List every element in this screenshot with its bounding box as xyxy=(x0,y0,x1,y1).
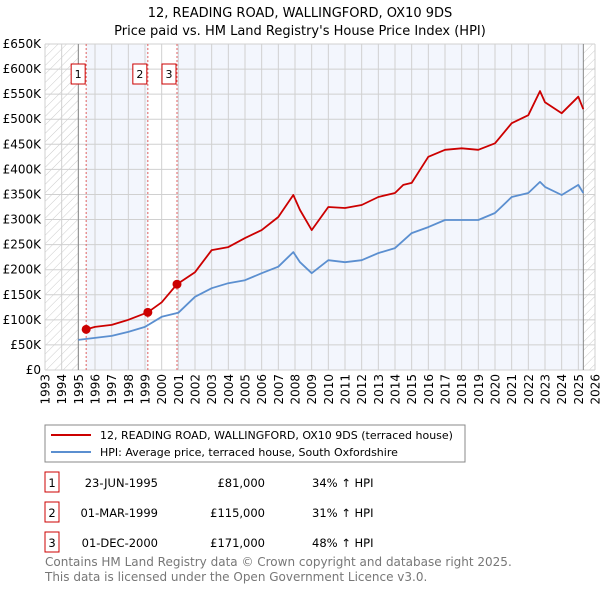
y-tick-label: £600K xyxy=(3,62,43,76)
footer-licence: This data is licensed under the Open Gov… xyxy=(44,570,427,584)
no-data-hatch xyxy=(583,44,595,370)
y-tick-label: £550K xyxy=(3,87,43,101)
x-tick-label: 2011 xyxy=(339,374,353,405)
x-tick-label: 1999 xyxy=(139,374,153,405)
y-tick-label: £650K xyxy=(3,37,43,51)
x-tick-label: 2019 xyxy=(472,374,486,405)
x-tick-label: 1993 xyxy=(39,374,53,405)
sale-row-price: £171,000 xyxy=(210,536,265,550)
x-tick-label: 1998 xyxy=(122,374,136,405)
sale-point xyxy=(143,307,153,317)
sale-row-number: 3 xyxy=(48,536,55,550)
x-tick-label: 2020 xyxy=(489,374,503,405)
sale-marker-number: 1 xyxy=(75,68,82,81)
y-tick-label: £350K xyxy=(3,187,43,201)
sale-row-number: 1 xyxy=(48,476,55,490)
sale-point xyxy=(81,324,91,334)
legend-property-label: 12, READING ROAD, WALLINGFORD, OX10 9DS … xyxy=(100,429,453,442)
sale-row-price: £81,000 xyxy=(217,476,265,490)
sale-row-number: 2 xyxy=(48,506,55,520)
x-tick-label: 2005 xyxy=(239,374,253,405)
legend-hpi-label: HPI: Average price, terraced house, Sout… xyxy=(100,446,398,459)
x-tick-label: 2010 xyxy=(322,374,336,405)
y-tick-label: £250K xyxy=(3,238,43,252)
sale-row-number-box xyxy=(44,501,60,523)
x-tick-label: 2018 xyxy=(455,374,469,405)
y-tick-label: £400K xyxy=(3,162,43,176)
sale-marker-box xyxy=(132,63,148,85)
y-tick-label: £50K xyxy=(10,338,42,352)
x-tick-label: 2023 xyxy=(539,374,553,405)
x-tick-label: 2012 xyxy=(355,374,369,405)
y-tick-label: £200K xyxy=(3,263,43,277)
sale-marker-box xyxy=(70,63,86,85)
y-tick-label: £150K xyxy=(3,288,43,302)
x-tick-label: 2025 xyxy=(572,374,586,405)
sale-marker-number: 2 xyxy=(136,68,143,81)
sale-row-date: 01-MAR-1999 xyxy=(80,506,158,520)
series-line xyxy=(78,180,585,341)
x-tick-label: 2016 xyxy=(422,374,436,405)
sale-row-price: £115,000 xyxy=(210,506,265,520)
x-tick-label: 2021 xyxy=(505,374,519,405)
x-tick-label: 2022 xyxy=(522,374,536,405)
x-tick-label: 1995 xyxy=(72,374,86,405)
x-tick-label: 2008 xyxy=(289,374,303,405)
sale-marker-box xyxy=(161,63,177,85)
y-tick-label: £500K xyxy=(3,112,43,126)
legend xyxy=(44,424,466,463)
x-tick-label: 2004 xyxy=(222,374,236,405)
ownership-band xyxy=(177,44,584,370)
x-tick-label: 2024 xyxy=(555,374,569,405)
x-tick-label: 2015 xyxy=(405,374,419,405)
sale-point xyxy=(172,279,182,289)
x-tick-label: 2003 xyxy=(205,374,219,405)
y-tick-label: £300K xyxy=(3,213,43,227)
sale-row-hpi: 34% ↑ HPI xyxy=(312,476,373,490)
sale-row-hpi: 31% ↑ HPI xyxy=(312,506,373,520)
x-tick-label: 1996 xyxy=(89,374,103,405)
x-tick-label: 2017 xyxy=(439,374,453,405)
x-tick-label: 1997 xyxy=(105,374,119,405)
y-tick-label: £0 xyxy=(26,363,41,377)
footer-copyright: Contains HM Land Registry data © Crown c… xyxy=(45,555,512,569)
chart-subtitle: Price paid vs. HM Land Registry's House … xyxy=(114,24,486,39)
sale-row-number-box xyxy=(44,471,60,493)
x-tick-label: 2001 xyxy=(172,374,186,405)
x-tick-label: 2014 xyxy=(389,374,403,405)
sale-row-date: 23-JUN-1995 xyxy=(85,476,158,490)
y-tick-label: £100K xyxy=(3,313,43,327)
sale-row-hpi: 48% ↑ HPI xyxy=(312,536,373,550)
x-tick-label: 2002 xyxy=(189,374,203,405)
sale-row-date: 01-DEC-2000 xyxy=(82,536,158,550)
x-tick-label: 2009 xyxy=(305,374,319,405)
x-tick-label: 2026 xyxy=(589,374,600,405)
series-line xyxy=(85,90,585,331)
x-tick-label: 2007 xyxy=(272,374,286,405)
sale-row-number-box xyxy=(44,531,60,553)
chart-title: 12, READING ROAD, WALLINGFORD, OX10 9DS xyxy=(148,6,453,21)
sale-marker-number: 3 xyxy=(166,68,173,81)
x-tick-label: 1994 xyxy=(55,374,69,405)
x-tick-label: 2000 xyxy=(155,374,169,405)
x-tick-label: 2006 xyxy=(255,374,269,405)
y-tick-label: £450K xyxy=(3,137,43,151)
x-tick-label: 2013 xyxy=(372,374,386,405)
